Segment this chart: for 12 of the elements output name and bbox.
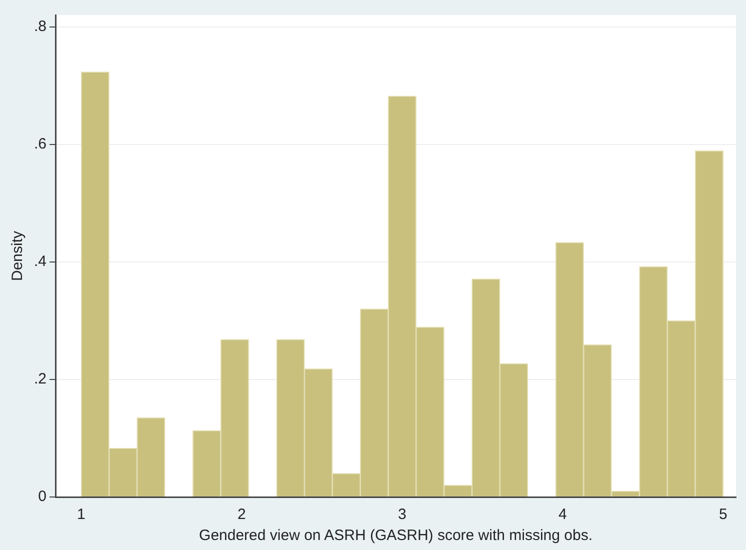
x-axis-title: Gendered view on ASRH (GASRH) score with missing obs. (199, 527, 592, 544)
x-tick-label: 5 (718, 506, 728, 524)
x-tick-label: 4 (558, 506, 567, 524)
x-tick-label: 2 (238, 506, 246, 524)
y-tick-label: .6 (34, 135, 47, 152)
y-tick-label: .8 (34, 18, 47, 35)
y-tick-label: .4 (34, 253, 47, 270)
x-tick-label: 1 (77, 506, 86, 524)
x-tick-label: 3 (398, 506, 406, 524)
y-tick-label: 0 (38, 488, 47, 506)
y-axis-title: Density (9, 230, 26, 282)
y-tick-label: .2 (34, 370, 47, 388)
